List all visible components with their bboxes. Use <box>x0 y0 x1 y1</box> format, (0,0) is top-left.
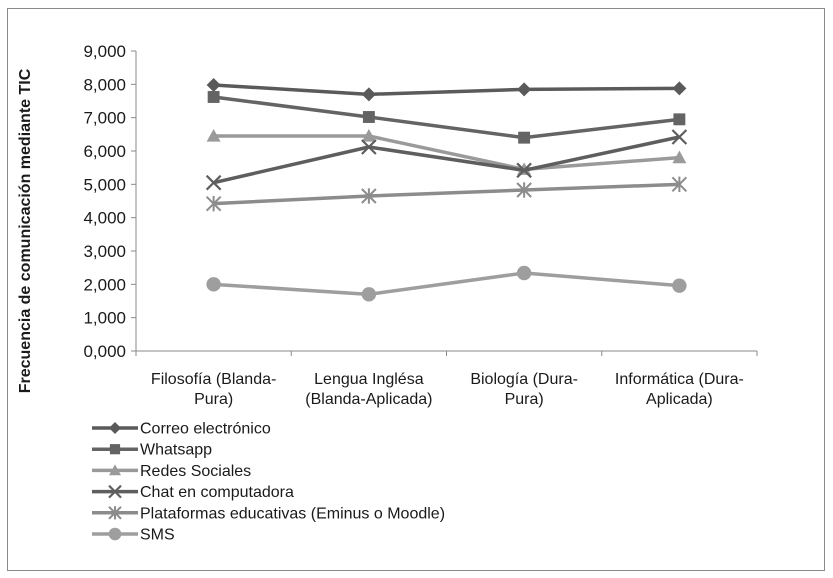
x-tick-label: Pura) <box>505 391 544 408</box>
data-point <box>205 195 222 212</box>
x-tick-label: Pura) <box>194 391 233 408</box>
legend-item: SMS <box>92 527 175 544</box>
data-point <box>108 484 122 499</box>
series-0 <box>206 78 687 102</box>
x-tick-label: Biología (Dura- <box>470 371 578 388</box>
data-point <box>207 91 220 103</box>
data-point <box>672 278 687 293</box>
data-point <box>672 150 687 164</box>
data-point <box>516 162 532 179</box>
y-tick-label: 2,000 <box>83 275 126 294</box>
series-line <box>213 182 680 206</box>
series-3 <box>205 129 688 191</box>
legend-label: Plataformas educativas (Eminus o Moodle) <box>140 505 445 522</box>
data-point <box>361 188 377 204</box>
series-1 <box>207 91 686 144</box>
x-tick-label: Informática (Dura- <box>615 371 744 388</box>
y-tick-label: 0,000 <box>83 342 126 361</box>
data-point <box>362 111 375 123</box>
data-point <box>361 87 376 102</box>
series-line <box>213 95 680 140</box>
x-tick-label: Filosofía (Blanda- <box>151 371 276 388</box>
y-tick-label: 6,000 <box>83 142 126 161</box>
y-tick-label: 1,000 <box>83 309 126 328</box>
series-line <box>213 271 680 297</box>
data-point <box>671 129 688 145</box>
data-point <box>671 176 688 193</box>
data-point <box>109 444 121 455</box>
legend-label: Redes Sociales <box>140 463 251 480</box>
data-point <box>361 287 377 302</box>
series-5 <box>206 265 687 302</box>
legend-label: SMS <box>140 527 175 544</box>
data-point <box>109 464 121 476</box>
data-point <box>205 174 222 191</box>
x-tick-label: Aplicada) <box>646 391 713 408</box>
data-point <box>517 82 532 97</box>
data-point <box>109 422 121 434</box>
data-point <box>361 129 376 142</box>
legend-item: Whatsapp <box>92 442 212 459</box>
data-point <box>516 265 532 281</box>
y-tick-label: 8,000 <box>83 75 126 94</box>
legend-label: Correo electrónico <box>140 421 271 438</box>
data-point <box>206 277 221 292</box>
data-point <box>108 527 122 541</box>
data-point <box>518 131 531 144</box>
legend-item: Plataformas educativas (Eminus o Moodle) <box>92 505 445 522</box>
x-tick-label: Lengua Inglésa <box>314 371 424 388</box>
legend-item: Chat en computadora <box>92 484 294 501</box>
series-line <box>213 83 680 97</box>
data-point <box>206 129 221 142</box>
data-point <box>516 182 532 198</box>
data-point <box>361 139 377 155</box>
data-point <box>672 81 687 96</box>
legend-item: Redes Sociales <box>92 463 251 480</box>
x-tick-label: (Blanda-Aplicada) <box>305 391 432 408</box>
series-line <box>213 135 680 185</box>
legend-label: Chat en computadora <box>140 484 294 501</box>
y-tick-label: 3,000 <box>83 242 126 261</box>
legend-item: Correo electrónico <box>92 421 271 438</box>
data-point <box>206 78 221 92</box>
y-axis-title: Frecuencia de comunicación mediante TIC <box>17 68 34 393</box>
y-tick-label: 4,000 <box>83 209 126 228</box>
series-line <box>213 134 680 172</box>
legend-label: Whatsapp <box>140 442 212 459</box>
data-point <box>673 113 686 126</box>
y-tick-label: 7,000 <box>83 109 126 128</box>
y-tick-label: 5,000 <box>83 175 126 194</box>
y-tick-label: 9,000 <box>83 42 126 61</box>
series-4 <box>205 176 688 212</box>
data-point <box>108 506 122 520</box>
